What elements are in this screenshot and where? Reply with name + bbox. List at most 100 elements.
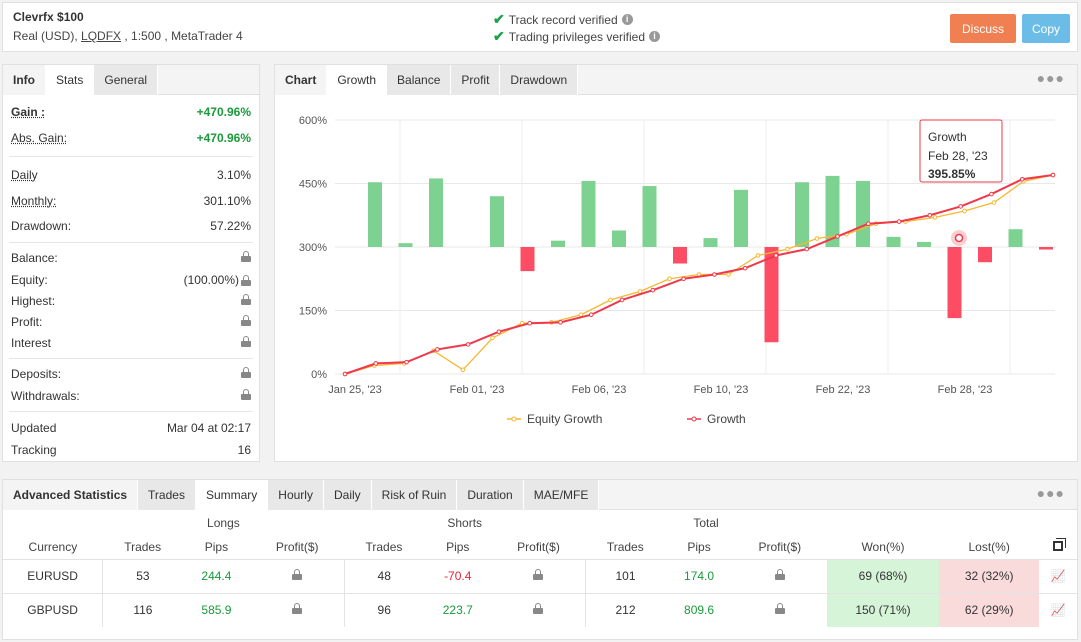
info-icon[interactable]: i bbox=[621, 14, 633, 25]
growth-point bbox=[373, 361, 379, 366]
y-tick-label: 600% bbox=[299, 115, 327, 127]
growth-point bbox=[496, 329, 502, 334]
deposits-row: Deposits: bbox=[11, 367, 251, 381]
row-long-pips: 244.4 bbox=[182, 558, 251, 593]
tab-info[interactable]: Info bbox=[3, 65, 46, 95]
bar bbox=[764, 247, 779, 343]
gain-row: Gain : +470.96% bbox=[11, 105, 251, 119]
chart-panel: Chart Growth Balance Profit Drawdown ●●●… bbox=[274, 64, 1078, 462]
tab-hourly[interactable]: Hourly bbox=[268, 480, 324, 510]
row-total-pips: 174.0 bbox=[665, 558, 733, 593]
balance-label: Balance: bbox=[11, 251, 58, 265]
gain-label[interactable]: Gain : bbox=[11, 105, 46, 119]
lock-icon bbox=[533, 603, 544, 615]
tracking-value: 16 bbox=[237, 443, 251, 457]
withdrawals-label: Withdrawals: bbox=[11, 389, 80, 403]
chart-line-icon[interactable]: 📈 bbox=[1039, 592, 1077, 627]
info-panel: Info Stats General Gain : +470.96% Abs. G… bbox=[2, 64, 260, 462]
tab-summary[interactable]: Summary bbox=[195, 480, 269, 510]
tab-advanced-statistics[interactable]: Advanced Statistics bbox=[3, 480, 139, 510]
col-pips: Pips bbox=[446, 539, 470, 554]
divider bbox=[9, 242, 253, 243]
chart-line-icon[interactable]: 📈 bbox=[1039, 558, 1077, 593]
abs-gain-row: Abs. Gain: +470.96% bbox=[11, 131, 251, 145]
legend-label: Equity Growth bbox=[527, 412, 602, 426]
row-long-trades: 53 bbox=[102, 558, 183, 593]
legend-marker bbox=[691, 416, 697, 422]
tab-stats[interactable]: Stats bbox=[46, 65, 95, 95]
col-won: Won(%) bbox=[861, 539, 905, 554]
bar bbox=[429, 178, 443, 247]
copy-button[interactable]: Copy bbox=[1022, 14, 1070, 43]
divider bbox=[9, 156, 253, 157]
col-trades: Trades bbox=[606, 539, 644, 554]
row-lost: 62 (29%) bbox=[939, 592, 1040, 627]
account-type: Real (USD), bbox=[13, 29, 82, 43]
tab-trades[interactable]: Trades bbox=[138, 480, 196, 510]
equity-row: Equity: (100.00%) bbox=[11, 273, 251, 287]
tab-chart[interactable]: Chart bbox=[275, 65, 328, 95]
equity-point bbox=[785, 246, 790, 252]
abs-gain-label[interactable]: Abs. Gain: bbox=[11, 131, 68, 145]
growth-point bbox=[958, 204, 963, 209]
lock-icon bbox=[241, 274, 251, 286]
equity-point bbox=[490, 335, 495, 341]
tooltip-title: Growth bbox=[928, 130, 967, 144]
tab-balance[interactable]: Balance bbox=[387, 65, 452, 95]
tab-profit[interactable]: Profit bbox=[451, 65, 501, 95]
column-header-row: Currency Trades Pips Profit($) Trades Pi… bbox=[3, 535, 1077, 559]
tab-mae-mfe[interactable]: MAE/MFE bbox=[523, 480, 600, 510]
y-tick-label: 150% bbox=[299, 306, 327, 318]
x-tick-label: Feb 01, '23 bbox=[450, 384, 505, 396]
equity-value: (100.00%) bbox=[183, 273, 239, 287]
lock-icon bbox=[291, 569, 302, 580]
bar bbox=[490, 196, 504, 247]
equity-point bbox=[667, 276, 672, 282]
tab-daily[interactable]: Daily bbox=[323, 480, 372, 510]
col-trades: Trades bbox=[365, 539, 403, 554]
lock-icon bbox=[291, 603, 302, 615]
growth-point bbox=[712, 272, 717, 277]
equity-point bbox=[637, 289, 643, 294]
divider bbox=[9, 358, 253, 359]
growth-point bbox=[558, 320, 563, 325]
y-tick-label: 0% bbox=[311, 369, 327, 381]
tab-duration[interactable]: Duration bbox=[457, 480, 524, 510]
x-tick-label: Feb 06, '23 bbox=[572, 384, 627, 396]
lock-icon bbox=[533, 569, 544, 580]
equity-point bbox=[726, 272, 731, 277]
monthly-label[interactable]: Monthly: bbox=[11, 194, 57, 208]
bar bbox=[612, 230, 626, 247]
check-icon: ✔ bbox=[493, 11, 505, 27]
account-leverage-platform: , 1:500 , MetaTrader 4 bbox=[121, 29, 243, 43]
more-options-icon[interactable]: ●●● bbox=[1036, 485, 1065, 501]
info-icon[interactable]: i bbox=[649, 31, 661, 42]
growth-point bbox=[989, 191, 994, 197]
bar bbox=[551, 240, 565, 247]
row-short-profit bbox=[491, 558, 586, 593]
copy-table-icon[interactable] bbox=[1039, 535, 1077, 559]
more-options-icon[interactable]: ●●● bbox=[1036, 70, 1065, 86]
tab-drawdown[interactable]: Drawdown bbox=[500, 65, 579, 95]
updated-label: Updated bbox=[11, 421, 57, 435]
bar bbox=[795, 182, 809, 247]
bar bbox=[1008, 229, 1023, 247]
col-profit: Profit($) bbox=[517, 539, 560, 554]
trading-privileges-label: Trading privileges verified bbox=[508, 29, 646, 44]
lock-icon bbox=[774, 569, 785, 580]
daily-label[interactable]: Daily bbox=[11, 168, 38, 182]
tab-risk-of-ruin[interactable]: Risk of Ruin bbox=[371, 480, 458, 510]
row-total-profit bbox=[732, 592, 827, 627]
row-won: 150 (71%) bbox=[826, 592, 940, 627]
growth-point bbox=[404, 359, 409, 365]
growth-chart: 600% 450% 300% 150% 0%Jan 25, '23 Feb 01, '23… bbox=[299, 115, 1056, 426]
equity-point bbox=[932, 215, 938, 220]
bar bbox=[398, 243, 413, 247]
tab-general[interactable]: General bbox=[94, 65, 159, 95]
equity-point bbox=[755, 253, 761, 258]
gain-value: +470.96% bbox=[196, 105, 251, 119]
drawdown-row: Drawdown: 57.22% bbox=[11, 219, 251, 233]
tab-growth[interactable]: Growth bbox=[327, 65, 388, 95]
discuss-button[interactable]: Discuss bbox=[950, 14, 1016, 43]
broker-link[interactable]: LQDFX bbox=[81, 29, 122, 43]
